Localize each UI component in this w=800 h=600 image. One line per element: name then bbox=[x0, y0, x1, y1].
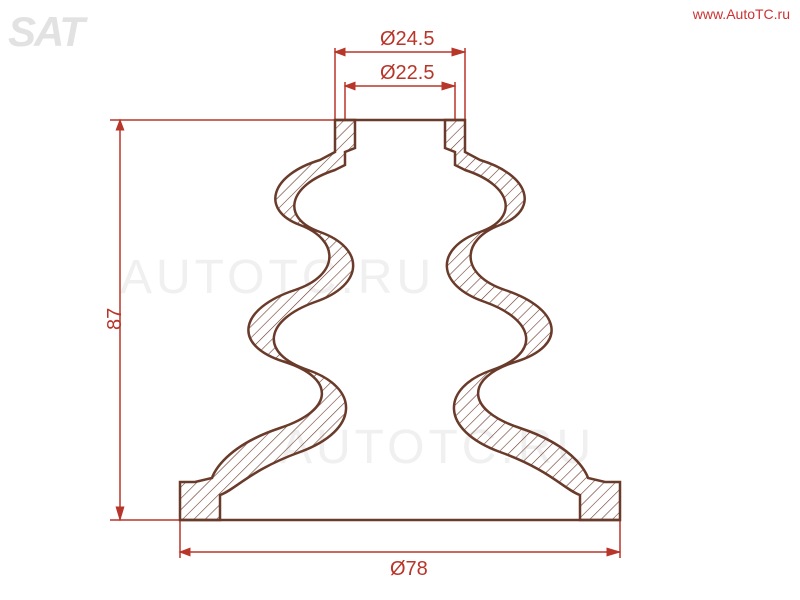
boot-wall-left bbox=[180, 120, 355, 520]
boot-cross-section bbox=[180, 120, 620, 520]
boot-wall-right bbox=[445, 120, 620, 520]
technical-drawing bbox=[0, 0, 800, 600]
